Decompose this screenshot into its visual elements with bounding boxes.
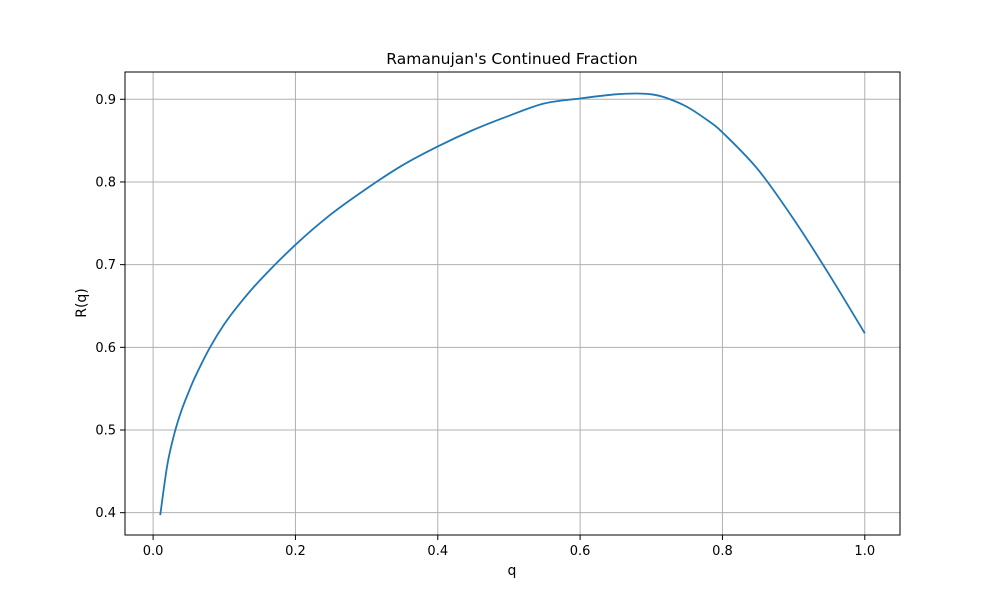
data-point bbox=[722, 131, 724, 133]
data-point bbox=[579, 98, 581, 100]
data-point bbox=[188, 391, 190, 393]
y-tick-label: 0.4 bbox=[95, 506, 116, 521]
y-axis-label: R(q) bbox=[74, 288, 90, 318]
data-point bbox=[437, 146, 439, 148]
data-point bbox=[707, 120, 709, 122]
y-tick-label: 0.5 bbox=[95, 423, 116, 438]
data-point bbox=[166, 464, 168, 466]
data-point bbox=[472, 129, 474, 131]
x-tick-label: 0.0 bbox=[143, 544, 164, 559]
x-tick-label: 0.4 bbox=[427, 544, 448, 559]
x-axis-label: q bbox=[508, 563, 517, 579]
y-tick-label: 0.7 bbox=[95, 258, 116, 273]
x-tick-label: 0.2 bbox=[285, 544, 306, 559]
grid bbox=[125, 72, 900, 535]
data-point bbox=[686, 106, 688, 108]
series-layer bbox=[159, 92, 866, 516]
data-point bbox=[295, 244, 297, 246]
data-point bbox=[174, 432, 176, 434]
data-point bbox=[828, 274, 830, 276]
data-point bbox=[757, 169, 759, 171]
data-point bbox=[636, 93, 638, 95]
data-point bbox=[259, 279, 261, 281]
data-point bbox=[238, 304, 240, 306]
data-point bbox=[223, 323, 225, 325]
y-tick-label: 0.9 bbox=[95, 93, 116, 108]
data-point bbox=[665, 97, 667, 99]
x-tick-label: 1.0 bbox=[854, 544, 875, 559]
series-line bbox=[159, 92, 866, 516]
y-tick-label: 0.6 bbox=[95, 341, 116, 356]
data-point bbox=[793, 218, 795, 220]
x-tick-label: 0.6 bbox=[570, 544, 591, 559]
ticks: 0.0 0.2 0.4 0.6 0.8 1.0 0.4 0.5 0.6 0.7 0.8 0.9 bbox=[95, 93, 875, 559]
y-tick-label: 0.8 bbox=[95, 175, 116, 190]
data-point bbox=[195, 375, 197, 377]
data-point bbox=[615, 93, 617, 95]
data-point bbox=[650, 93, 652, 95]
data-point bbox=[864, 332, 866, 334]
data-point bbox=[508, 115, 510, 117]
data-point bbox=[401, 165, 403, 167]
plot-frame bbox=[124, 71, 901, 536]
data-point bbox=[209, 346, 211, 348]
data-point bbox=[366, 188, 368, 190]
chart-title: Ramanujan's Continued Fraction bbox=[386, 50, 637, 68]
x-tick-label: 0.8 bbox=[712, 544, 733, 559]
data-point bbox=[159, 514, 161, 516]
data-point bbox=[181, 409, 183, 411]
data-point bbox=[330, 213, 332, 215]
data-point bbox=[544, 103, 546, 105]
